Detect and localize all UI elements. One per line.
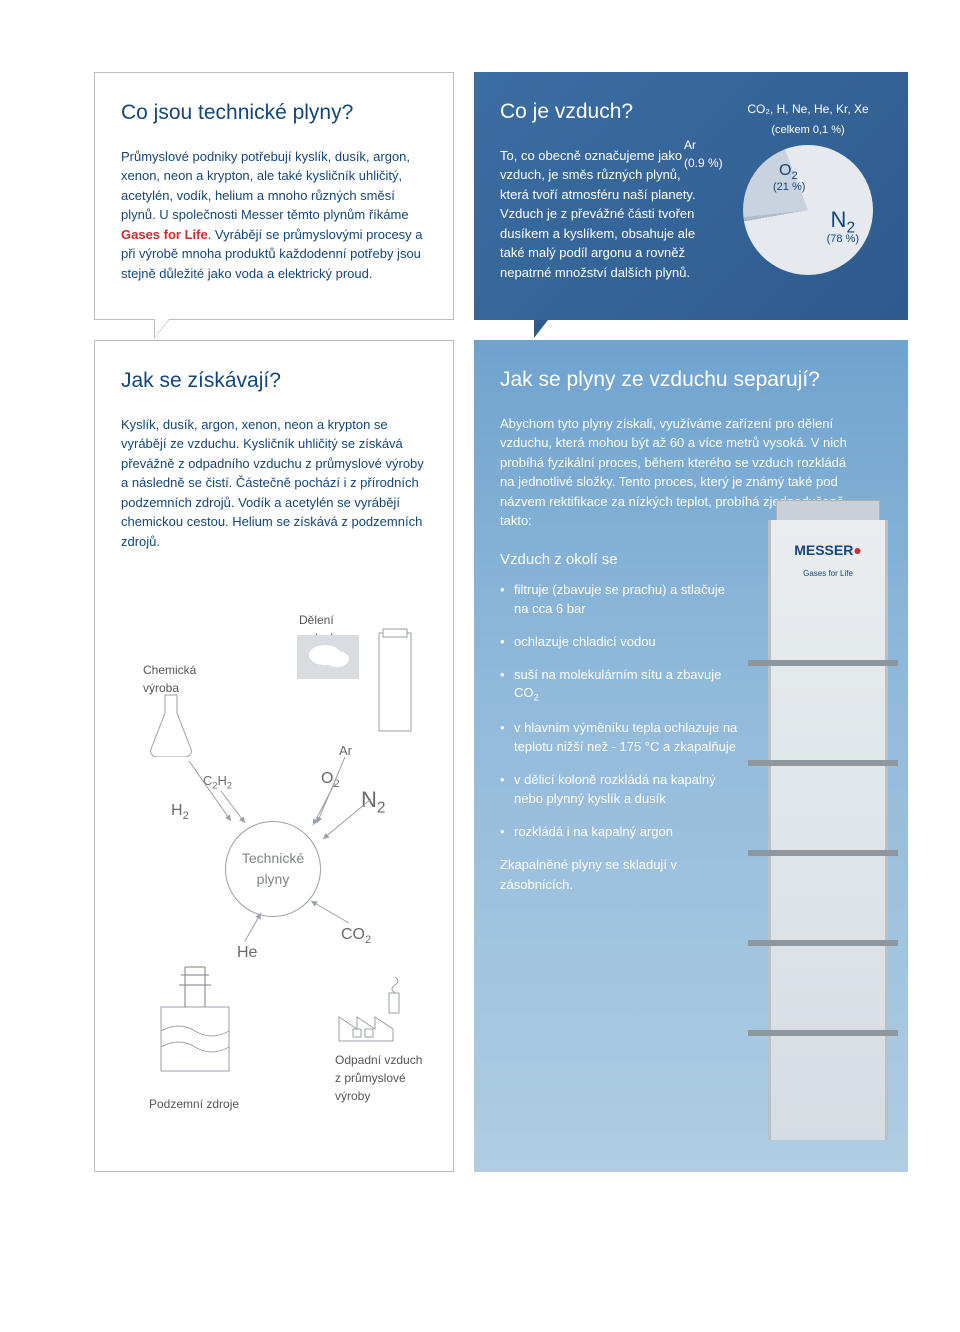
underground-label: Podzemní zdroje [149, 1095, 239, 1113]
card-body: To, co obecně označujeme jako vzduch, je… [500, 146, 710, 283]
pie-n2-pct: (78 %) [827, 231, 859, 248]
card-body: Kyslík, dusík, argon, xenon, neon a kryp… [121, 415, 427, 552]
card-title: Co jsou technické plyny? [121, 97, 427, 129]
pie-top-caption: CO₂, H, Ne, He, Kr, Xe [728, 100, 888, 118]
card-separation: Jak se plyny ze vzduchu separují? Abycho… [474, 340, 908, 1172]
card-body: Průmyslové podniky potřebují kyslík, dus… [121, 147, 427, 284]
process-steps: filtruje (zbavuje se prachu) a stlačuje … [500, 581, 740, 841]
tower-platform [748, 850, 898, 856]
tower-platform [748, 940, 898, 946]
process-step: filtruje (zbavuje se prachu) a stlačuje … [500, 581, 740, 619]
tower-platform [748, 760, 898, 766]
pie-sub-caption: (celkem 0,1 %) [728, 122, 888, 139]
process-step: rozkládá i na kapalný argon [500, 823, 740, 842]
card-title: Jak se plyny ze vzduchu separují? [500, 364, 882, 396]
pie-ar-label: Ar (0.9 %) [684, 136, 723, 172]
page: Co jsou technické plyny? Průmyslové podn… [94, 72, 908, 1172]
underground-icon [155, 961, 235, 1081]
tower-body [768, 520, 888, 1140]
messer-logo: MESSER● Gases for Life [776, 540, 880, 582]
pie-o2-pct: (21 %) [773, 179, 805, 196]
right-column: Co je vzduch? To, co obecně označujeme j… [474, 72, 908, 1172]
air-pie-chart: CO₂, H, Ne, He, Kr, Xe (celkem 0,1 %) Ar… [728, 100, 888, 310]
card-what-is-air: Co je vzduch? To, co obecně označujeme j… [474, 72, 908, 320]
process-step: v hlavním výměníku tepla ochlazuje na te… [500, 719, 740, 757]
tower-platform [748, 660, 898, 666]
card-how-obtained: Jak se získávají? Kyslík, dusík, argon, … [94, 340, 454, 1172]
process-step: suší na molekulárním sítu a zbavuje CO2 [500, 666, 740, 706]
sources-diagram: Dělení vzduchu Chemická výroba H2 C2 [121, 561, 427, 1121]
process-step: ochlazuje chladicí vodou [500, 633, 740, 652]
left-column: Co jsou technické plyny? Průmyslové podn… [94, 72, 454, 1172]
card-technical-gases: Co jsou technické plyny? Průmyslové podn… [94, 72, 454, 320]
tower-platform [748, 1030, 898, 1036]
brand-highlight: Gases for Life [121, 227, 208, 242]
waste-air-label: Odpadní vzduch z průmyslové výroby [335, 1051, 425, 1105]
card-title: Jak se získávají? [121, 365, 427, 397]
process-step: v dělicí koloně rozkládá na kapalný nebo… [500, 771, 740, 809]
pie-graphic: N2 (78 %) O2 (21 %) [743, 145, 873, 275]
card-outro: Zkapalněné plyny se skladují v zásobnící… [500, 855, 700, 894]
factory-icon [335, 969, 409, 1049]
